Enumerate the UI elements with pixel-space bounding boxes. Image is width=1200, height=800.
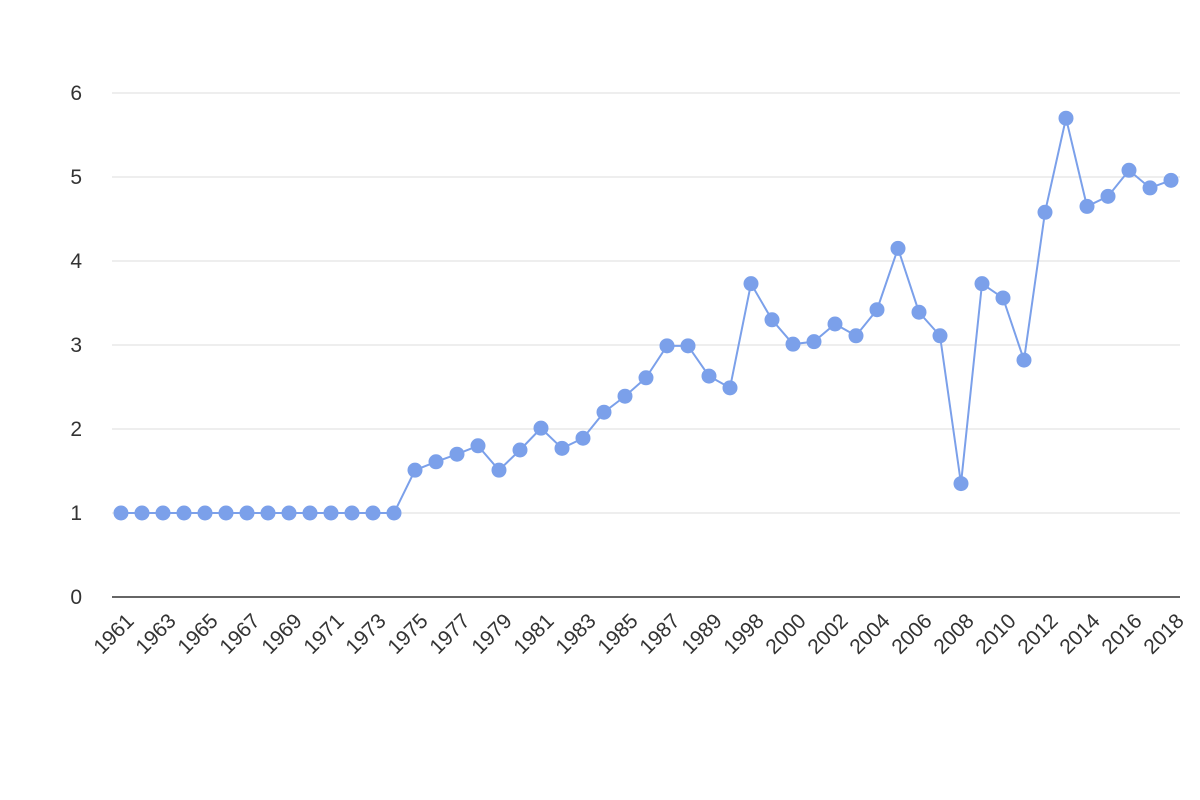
x-tick-label: 2014	[1055, 609, 1105, 659]
point	[806, 334, 822, 350]
y-tick-label: 5	[70, 166, 82, 189]
x-tick-label: 1965	[173, 609, 222, 658]
point	[449, 446, 465, 462]
point	[890, 240, 906, 256]
point	[617, 388, 633, 404]
point	[1037, 204, 1053, 220]
point	[533, 420, 549, 436]
point	[1058, 110, 1074, 126]
x-tick-label: 2000	[761, 609, 810, 658]
x-tick-label: 1975	[383, 609, 432, 658]
point	[953, 476, 969, 492]
point	[1121, 162, 1137, 178]
x-tick-label: 2006	[887, 609, 936, 658]
x-tick-label: 1983	[551, 609, 600, 658]
y-tick-label: 4	[70, 250, 82, 273]
point	[407, 462, 423, 478]
point	[848, 328, 864, 344]
x-tick-label: 1963	[131, 609, 180, 658]
point	[911, 304, 927, 320]
x-tick-label: 2004	[845, 609, 895, 659]
point	[596, 404, 612, 420]
point	[680, 338, 696, 354]
x-tick-label: 1961	[89, 609, 138, 658]
point	[785, 336, 801, 352]
point	[1100, 188, 1116, 204]
x-tick-label: 2010	[971, 609, 1020, 658]
y-tick-label: 6	[70, 82, 82, 105]
x-tick-label: 2002	[803, 609, 852, 658]
y-tick-label: 2	[70, 418, 82, 441]
point	[155, 505, 171, 521]
point	[260, 505, 276, 521]
point	[197, 505, 213, 521]
x-tick-label: 2008	[929, 609, 978, 658]
y-tick-label: 0	[70, 586, 82, 609]
x-tick-label: 1967	[215, 609, 264, 658]
x-tick-label: 1977	[425, 609, 474, 658]
x-tick-label: 2016	[1097, 609, 1146, 658]
point	[743, 276, 759, 292]
point	[764, 312, 780, 328]
x-tick-label: 1985	[593, 609, 642, 658]
x-tick-label: 1981	[509, 609, 558, 658]
point	[575, 430, 591, 446]
point	[344, 505, 360, 521]
point	[1163, 172, 1179, 188]
x-tick-label: 1998	[719, 609, 768, 658]
point	[323, 505, 339, 521]
x-tick-label: 2012	[1013, 609, 1062, 658]
point	[1142, 180, 1158, 196]
point	[428, 454, 444, 470]
point	[827, 316, 843, 332]
point	[302, 505, 318, 521]
x-tick-label: 1987	[635, 609, 684, 658]
point	[701, 368, 717, 384]
point	[659, 338, 675, 354]
point	[1079, 198, 1095, 214]
x-tick-label: 2018	[1139, 609, 1188, 658]
x-tick-label: 1969	[257, 609, 306, 658]
point	[239, 505, 255, 521]
point	[134, 505, 150, 521]
point	[932, 328, 948, 344]
point	[512, 442, 528, 458]
point	[1016, 352, 1032, 368]
y-tick-label: 1	[70, 502, 82, 525]
x-tick-label: 1973	[341, 609, 390, 658]
x-tick-label: 1989	[677, 609, 726, 658]
point	[995, 290, 1011, 306]
y-tick-label: 3	[70, 334, 82, 357]
point	[218, 505, 234, 521]
point	[722, 380, 738, 396]
point	[470, 438, 486, 454]
x-tick-label: 1979	[467, 609, 516, 658]
point	[113, 505, 129, 521]
point	[281, 505, 297, 521]
point	[638, 370, 654, 386]
point	[554, 440, 570, 456]
point	[974, 276, 990, 292]
point	[386, 505, 402, 521]
x-tick-label: 1971	[299, 609, 348, 658]
point	[869, 302, 885, 318]
point	[176, 505, 192, 521]
point	[365, 505, 381, 521]
point	[491, 462, 507, 478]
